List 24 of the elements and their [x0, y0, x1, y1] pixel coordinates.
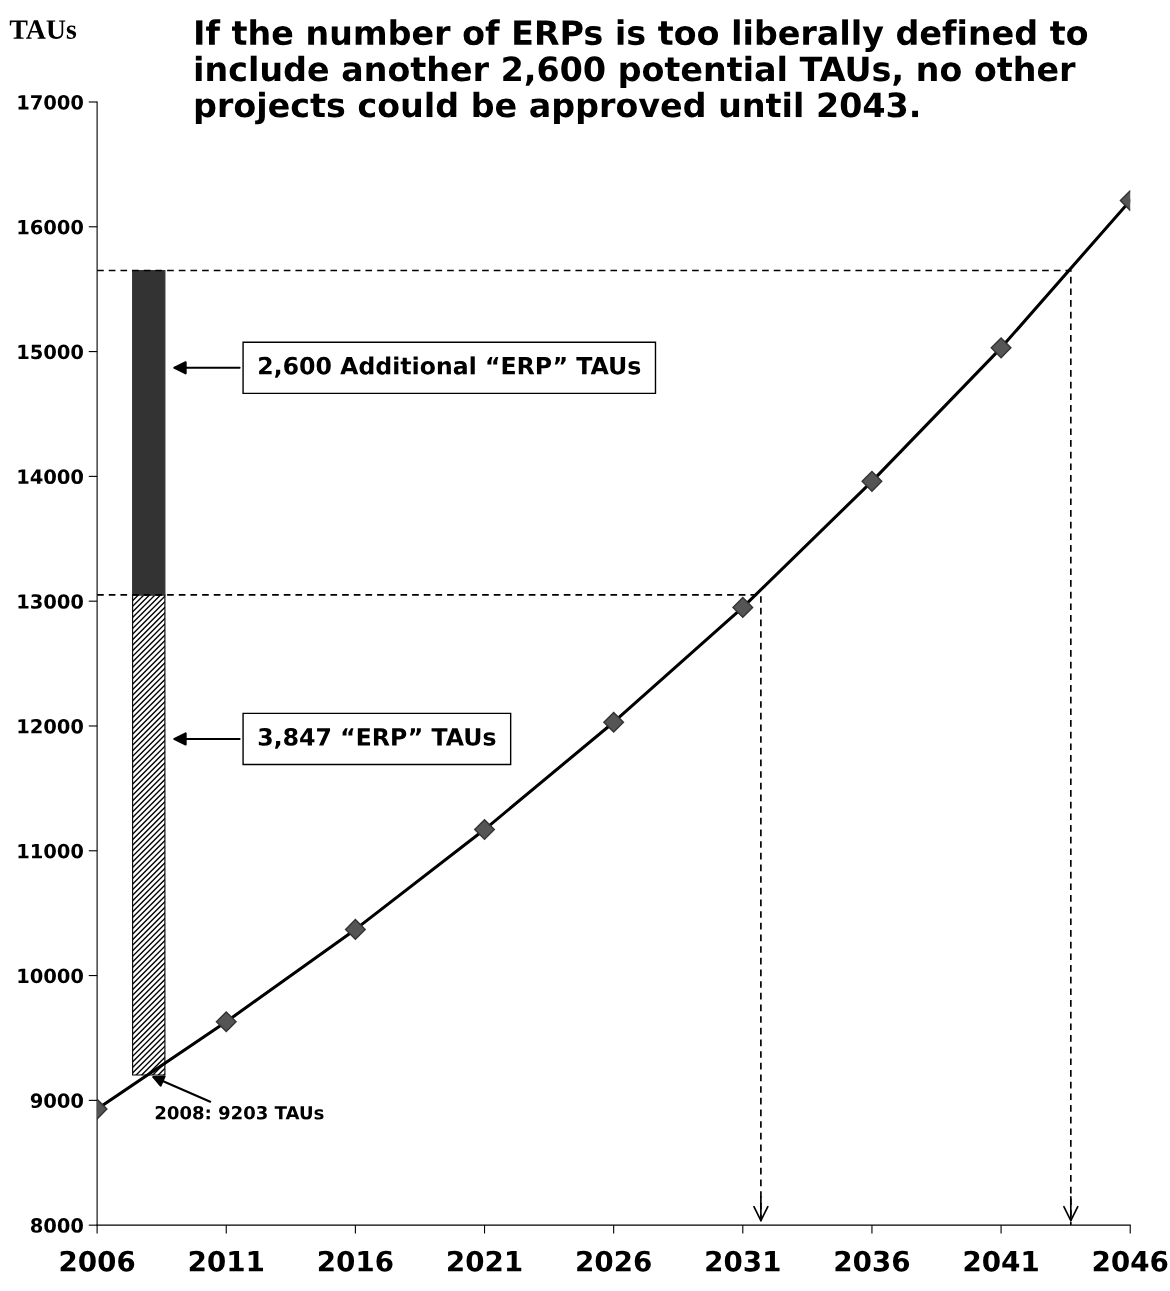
- x-tick-label: 2031: [706, 1250, 780, 1272]
- y-tick-label: 12000: [18, 718, 83, 734]
- chart-title: If the number of ERPs is too liberally defined to include another 2,600 potential TAUs, no other projects could be approved until 2043.: [195, 19, 1088, 125]
- text: 2,600 Additional “ERP” TAUs: [259, 356, 641, 378]
- y-tick-label: 11000: [18, 843, 83, 859]
- y-tick-label: 17000: [18, 94, 83, 110]
- x-tick-label: 2016: [318, 1250, 393, 1272]
- y-tick-label: 13000: [18, 594, 83, 609]
- y-tick-label: 14000: [18, 469, 83, 485]
- x-tick-label: 2046: [1093, 1250, 1168, 1272]
- x-tick-label: 2006: [60, 1250, 135, 1272]
- x-tick-label: 2021: [448, 1250, 522, 1272]
- x-tick-label: 2041: [964, 1250, 1038, 1272]
- y-tick-label: 16000: [18, 219, 83, 235]
- annotation: 2008: 9203 TAUs: [155, 1105, 324, 1120]
- x-tick-label: 2036: [835, 1250, 910, 1272]
- y-tick-label: 10000: [18, 968, 83, 984]
- text: 3,847 “ERP” TAUs: [258, 727, 496, 749]
- x-tick-label: 2026: [577, 1250, 651, 1272]
- y-tick-label: 8000: [30, 1218, 83, 1233]
- y-tick-label: 15000: [18, 344, 83, 360]
- y-axis-title: TAUs: [9, 20, 77, 39]
- x-tick-label: 2011: [189, 1250, 263, 1272]
- y-tick-label: 9000: [30, 1093, 83, 1109]
